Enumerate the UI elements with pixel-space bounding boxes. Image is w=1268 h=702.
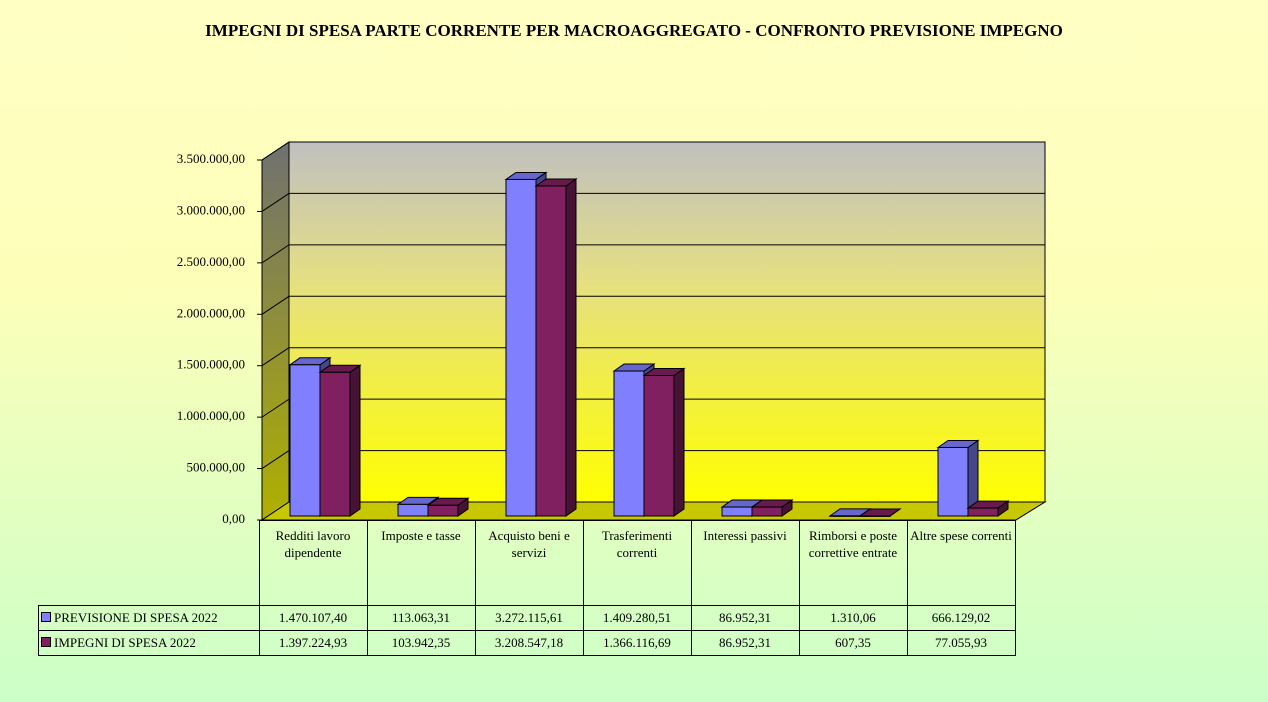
category-label: Rimborsi e poste correttive entrate bbox=[798, 520, 908, 606]
chart-title: IMPEGNI DI SPESA PARTE CORRENTE PER MACR… bbox=[205, 21, 1063, 40]
bar bbox=[643, 374, 675, 517]
bar bbox=[859, 515, 891, 517]
bar bbox=[319, 371, 351, 517]
grid-line bbox=[261, 398, 290, 418]
grid-line bbox=[261, 295, 290, 315]
value-label: 113.063,31 bbox=[366, 605, 476, 631]
table-row: PREVISIONE DI SPESA 2022 1.470.107,40 113.… bbox=[38, 605, 1016, 631]
bar-side bbox=[673, 367, 685, 517]
legend-label: IMPEGNI DI SPESA 2022 bbox=[54, 635, 196, 650]
value-label: 1.409.280,51 bbox=[582, 605, 692, 631]
bar bbox=[505, 178, 537, 517]
value-label: 3.208.547,18 bbox=[474, 630, 584, 656]
value-label: 86.952,31 bbox=[690, 630, 800, 656]
category-label: Trasferimenti correnti bbox=[582, 520, 692, 606]
table-row: IMPEGNI DI SPESA 2022 1.397.224,93 103.942… bbox=[38, 630, 1016, 656]
value-label: 77.055,93 bbox=[906, 630, 1016, 656]
grid-line bbox=[261, 141, 290, 161]
y-tick-label: 3.500.000,00 bbox=[177, 151, 245, 166]
bar bbox=[289, 364, 321, 517]
value-label: 607,35 bbox=[798, 630, 908, 656]
category-label: Redditi lavoro dipendente bbox=[258, 520, 368, 606]
bar bbox=[427, 504, 459, 517]
value-label: 3.272.115,61 bbox=[474, 605, 584, 631]
bar bbox=[535, 185, 567, 517]
value-label: 1.366.116,69 bbox=[582, 630, 692, 656]
y-tick-label: 3.000.000,00 bbox=[177, 202, 245, 217]
bar-side bbox=[349, 364, 361, 517]
legend-swatch bbox=[41, 612, 51, 622]
legend-entry: IMPEGNI DI SPESA 2022 bbox=[38, 630, 260, 656]
category-label: Acquisto beni e servizi bbox=[474, 520, 584, 606]
category-label: Altre spese correnti bbox=[906, 520, 1016, 606]
grid-line bbox=[261, 450, 290, 469]
category-label: Imposte e tasse bbox=[366, 520, 476, 606]
table-corner bbox=[39, 521, 260, 606]
bar bbox=[721, 506, 753, 517]
grid-line bbox=[261, 347, 290, 367]
y-tick-label: 2.000.000,00 bbox=[177, 305, 245, 320]
bar bbox=[751, 506, 783, 517]
legend-entry: PREVISIONE DI SPESA 2022 bbox=[38, 605, 260, 631]
value-label: 1.397.224,93 bbox=[258, 630, 368, 656]
table-header-row: Redditi lavoro dipendente Imposte e tasse… bbox=[39, 520, 1016, 606]
y-tick-label: 1.500.000,00 bbox=[177, 357, 245, 372]
bar bbox=[829, 515, 861, 517]
category-label: Interessi passivi bbox=[690, 520, 800, 606]
y-tick-label: 1.000.000,00 bbox=[177, 408, 245, 423]
bar-side bbox=[565, 178, 577, 517]
y-tick-label: 500.000,00 bbox=[187, 460, 246, 475]
value-label: 86.952,31 bbox=[690, 605, 800, 631]
value-label: 103.942,35 bbox=[366, 630, 476, 656]
y-tick-label: 2.500.000,00 bbox=[177, 254, 245, 269]
value-label: 1.310,06 bbox=[798, 605, 908, 631]
value-label: 666.129,02 bbox=[906, 605, 1016, 631]
grid-line bbox=[261, 193, 290, 212]
data-table: Redditi lavoro dipendente Imposte e tasse… bbox=[38, 520, 1016, 656]
bar bbox=[397, 503, 429, 517]
grid-line bbox=[261, 244, 290, 264]
bar bbox=[967, 507, 999, 517]
legend-label: PREVISIONE DI SPESA 2022 bbox=[54, 610, 218, 625]
value-label: 1.470.107,40 bbox=[258, 605, 368, 631]
bar bbox=[937, 446, 969, 517]
bar bbox=[613, 370, 645, 517]
side-wall bbox=[261, 141, 290, 521]
legend-swatch bbox=[41, 637, 51, 647]
y-tick-label: 0,00 bbox=[222, 511, 245, 526]
